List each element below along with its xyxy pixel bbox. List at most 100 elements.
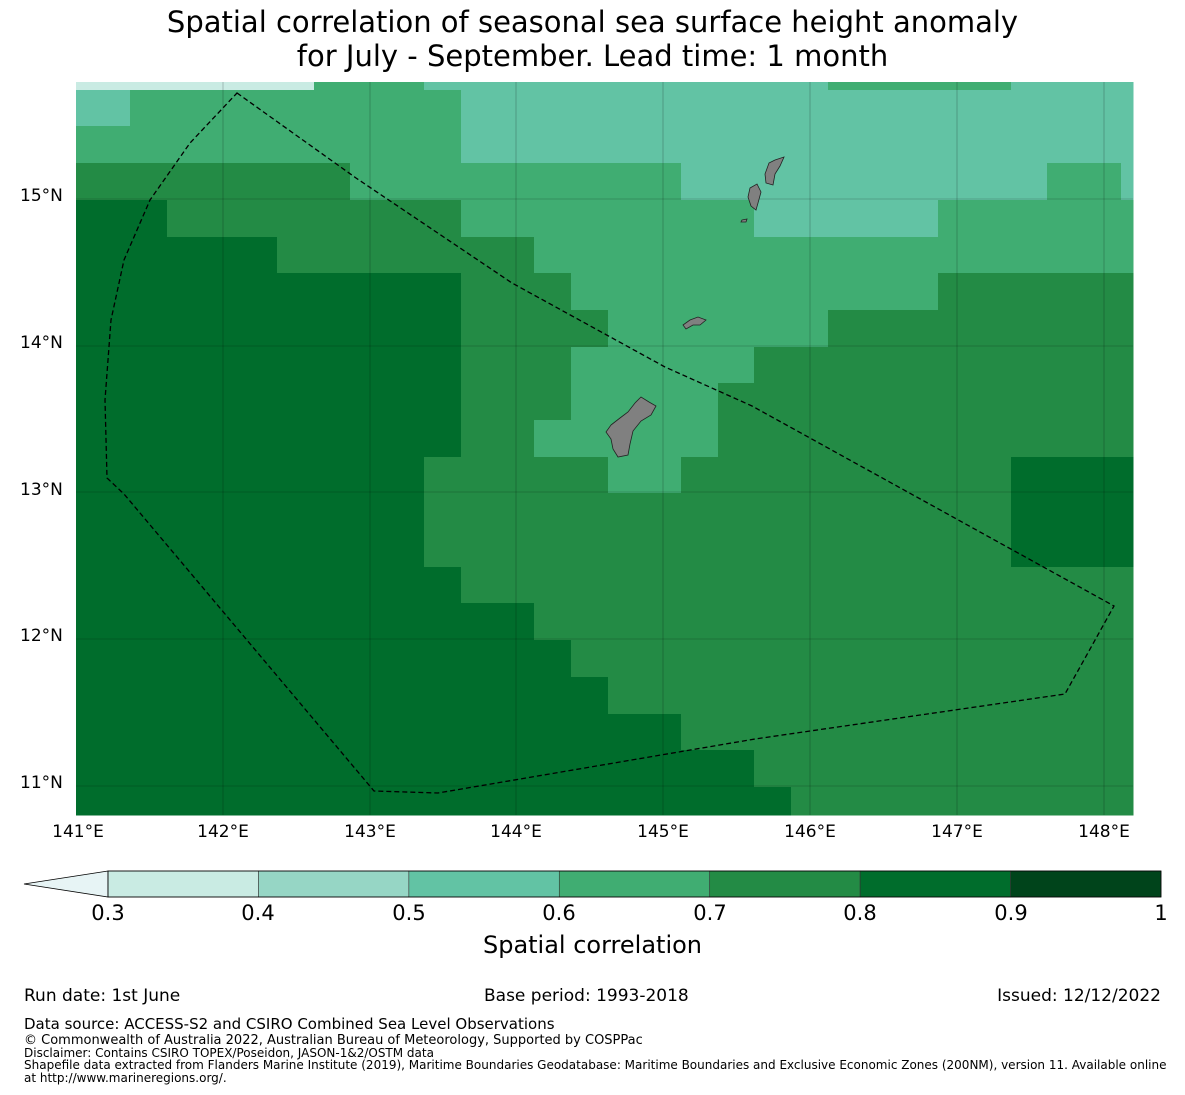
lon-label-144e: 144°E: [490, 822, 542, 842]
data-source: Data source: ACCESS-S2 and CSIRO Combine…: [24, 1015, 555, 1033]
saipan-island: [764, 156, 785, 186]
grid-cell: [76, 640, 572, 678]
colorbar-outline: [107, 870, 1162, 898]
colorbar-tick-0-4: 0.4: [241, 901, 275, 925]
lon-label-148e: 148°E: [1078, 822, 1130, 842]
copyright: © Commonwealth of Australia 2022, Austra…: [24, 1033, 643, 1048]
grid-cell: [461, 273, 572, 311]
grid-cell: [534, 603, 1134, 641]
grid-cell: [754, 750, 1134, 788]
grid-cell: [681, 163, 1048, 201]
grid-cell: [1011, 457, 1134, 494]
map-title-line-1: Spatial correlation of seasonal sea surf…: [166, 5, 1019, 39]
guam-island: [605, 396, 657, 458]
grid-cell: [76, 714, 682, 751]
lon-label-146e: 146°E: [784, 822, 836, 842]
grid-cell: [76, 347, 462, 384]
aguijan-island: [740, 218, 748, 223]
grid-cell: [130, 90, 462, 127]
grid-cell: [167, 200, 462, 238]
grid-cell: [76, 603, 535, 641]
grid-cell: [571, 273, 939, 311]
grid-cell: [718, 383, 1134, 421]
grid-cell: [76, 237, 278, 274]
grid-cell: [791, 787, 1134, 816]
disclaimer: Disclaimer: Contains CSIRO TOPEX/Poseido…: [24, 1046, 434, 1060]
colorbar-title: Spatial correlation: [482, 931, 703, 959]
grid-cell: [938, 200, 1134, 238]
grid-cell: [461, 383, 572, 421]
grid-cell: [754, 200, 939, 238]
colorbar-extend-arrow: [23, 870, 109, 898]
colorbar-segment: [558, 870, 711, 898]
grid-cell: [828, 82, 1012, 91]
grid-cell: [534, 237, 1134, 274]
grid-cell: [718, 420, 1134, 458]
grid-cell: [461, 310, 609, 348]
base-period: Base period: 1993-2018: [484, 986, 689, 1006]
lon-label-145e: 145°E: [637, 822, 689, 842]
grid-cell: [461, 90, 1134, 127]
grid-cell: [1047, 163, 1122, 201]
grid-cell: [76, 163, 351, 201]
grid-cell: [461, 420, 535, 458]
colorbar-tick-0-5: 0.5: [392, 901, 426, 925]
colorbar-tick-0-3: 0.3: [91, 901, 125, 925]
lat-label-13n: 13°N: [20, 480, 63, 500]
grid-cell: [76, 90, 131, 127]
lon-label-143e: 143°E: [344, 822, 396, 842]
grid-cell: [76, 457, 425, 494]
grid-cell: [1011, 493, 1134, 568]
grid-cell: [1011, 82, 1134, 91]
lon-label-141e: 141°E: [52, 822, 104, 842]
grid-cell: [76, 200, 168, 238]
grid-cell: [350, 163, 682, 201]
grid-cell: [76, 493, 425, 568]
grid-cell: [461, 347, 572, 384]
eez-boundary: [104, 92, 1115, 794]
colorbar-segment: [258, 870, 410, 898]
grid-cell: [76, 787, 792, 816]
lat-label-11n: 11°N: [20, 773, 63, 793]
grid-cell: [76, 126, 462, 164]
issued-date: Issued: 12/12/2022: [997, 986, 1161, 1006]
grid-cell: [76, 82, 315, 91]
grid-cell: [608, 457, 682, 494]
colorbar: [23, 870, 1162, 898]
lon-label-142e: 142°E: [197, 822, 249, 842]
land-masses: [605, 156, 785, 458]
colorbar-segment: [1010, 870, 1162, 898]
map-title-line-2: for July - September. Lead time: 1 month: [296, 39, 889, 73]
grid-cell: [76, 383, 462, 421]
map-gridlines: [76, 82, 1133, 815]
grid-cell: [1121, 163, 1134, 201]
grid-cell: [571, 640, 1134, 678]
colorbar-tick-0-9: 0.9: [994, 901, 1028, 925]
grid-cell: [608, 310, 829, 348]
grid-cell: [461, 126, 1134, 164]
colorbar-tick-0-7: 0.7: [693, 901, 727, 925]
grid-cell: [424, 493, 1012, 568]
correlation-grid: [76, 82, 1134, 816]
grid-cell: [461, 200, 755, 238]
colorbar-segment: [859, 870, 1011, 898]
grid-cell: [76, 750, 755, 788]
grid-cell: [828, 310, 1134, 348]
lat-label-15n: 15°N: [20, 186, 63, 206]
rota-island: [682, 316, 707, 330]
grid-cell: [461, 567, 1134, 604]
run-date: Run date: 1st June: [24, 986, 181, 1006]
grid-cell: [608, 677, 1134, 715]
grid-cell: [277, 237, 535, 274]
colorbar-tick-0-8: 0.8: [843, 901, 877, 925]
grid-cell: [681, 457, 1012, 494]
grid-cell: [314, 82, 425, 91]
colorbar-tick-1: 1: [1154, 901, 1168, 925]
lon-label-147e: 147°E: [931, 822, 983, 842]
grid-cell: [424, 82, 829, 91]
colorbar-segment: [107, 870, 259, 898]
grid-cell: [681, 714, 1134, 751]
shapefile-credit: Shapefile data extracted from Flanders M…: [24, 1058, 1167, 1085]
grid-cell: [76, 273, 462, 311]
